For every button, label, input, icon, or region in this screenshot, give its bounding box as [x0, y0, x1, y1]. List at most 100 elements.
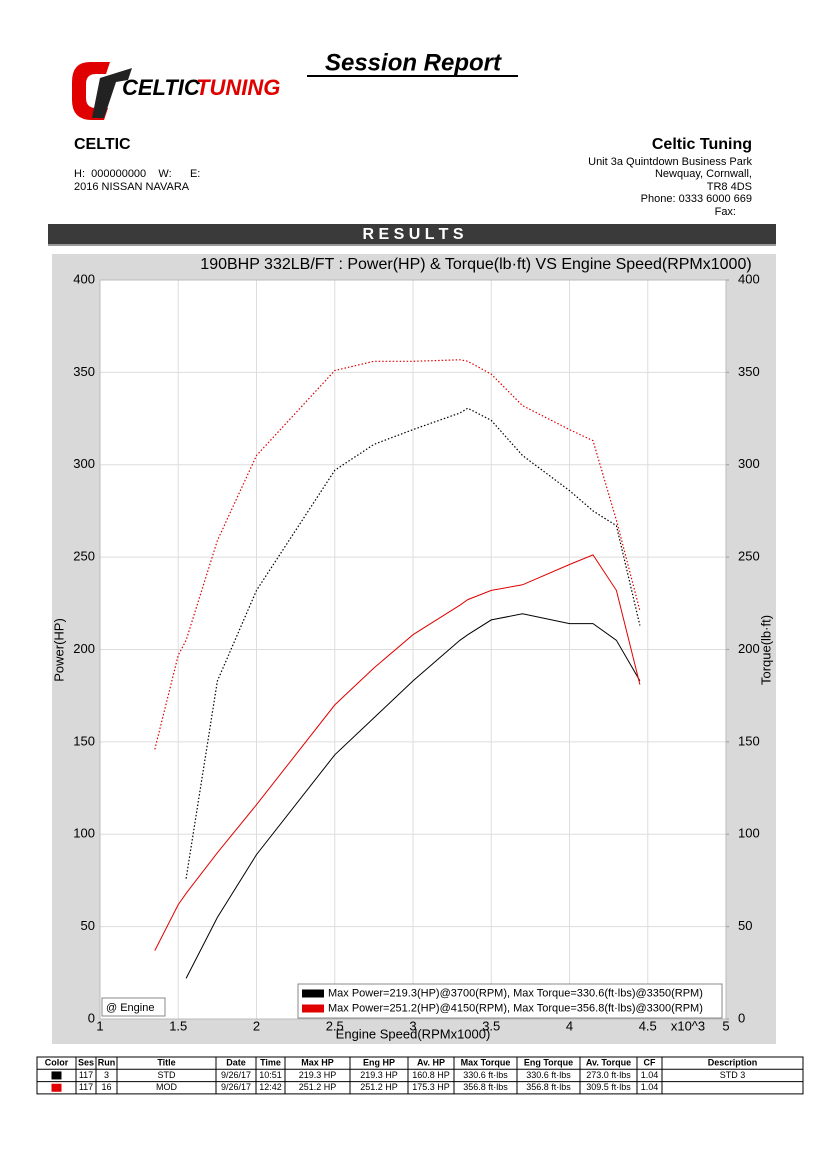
table-cell: 12:42 — [259, 1082, 282, 1092]
table-header: Eng HP — [363, 1058, 395, 1068]
x-tick-label: 5 — [722, 1018, 729, 1033]
table-header: Title — [157, 1058, 175, 1068]
legend-swatch — [302, 1004, 324, 1013]
results-table: Color Ses Run Title Date Time Max HP Eng HP Av. … — [36, 1056, 804, 1095]
table-header: Color — [45, 1058, 69, 1068]
table-cell: 10:51 — [259, 1070, 282, 1080]
table-header: Eng Torque — [524, 1058, 573, 1068]
table-cell: 117 — [79, 1082, 93, 1092]
y-tick-label: 250 — [73, 549, 95, 564]
table-cell: 9/26/17 — [221, 1082, 251, 1092]
x-tick-label: 1 — [96, 1018, 103, 1033]
annotation: @ Engine — [106, 1002, 154, 1014]
table-border — [36, 1056, 804, 1095]
table-cell: 251.2 HP — [360, 1082, 398, 1092]
x-tick-label: 3 — [409, 1018, 416, 1033]
color-swatch — [51, 1083, 62, 1092]
company-address: TR8 4DS — [707, 181, 752, 193]
plot-border — [99, 279, 727, 1020]
company-address: Newquay, Cornwall, — [655, 168, 752, 180]
y2-tick-label: 150 — [738, 733, 760, 748]
table-cell: STD 3 — [720, 1070, 746, 1080]
table-cell: 117 — [79, 1070, 93, 1080]
y2-tick-label: 100 — [738, 826, 760, 841]
y-tick-label: 200 — [73, 641, 95, 656]
plot: 1 1.5 2 2.5 3 3.5 4 4.5 505010015020025030035040… — [73, 271, 759, 1033]
x-multiplier: x10^3 — [671, 1018, 705, 1033]
table-header: Time — [260, 1058, 281, 1068]
table-cell: 309.5 ft·lbs — [586, 1082, 631, 1092]
x-tick-label: 2 — [253, 1018, 260, 1033]
y-tick-label: 400 — [73, 271, 95, 286]
table-header: Max HP — [301, 1058, 334, 1068]
y-tick-label: 0 — [88, 1010, 95, 1025]
table-cell: STD — [158, 1070, 177, 1080]
y2-tick-label: 200 — [738, 641, 760, 656]
table-cell: 160.8 HP — [412, 1070, 450, 1080]
table-cell: 1.04 — [641, 1082, 659, 1092]
x-tick-label: 4 — [566, 1018, 573, 1033]
y2-tick-label: 400 — [738, 271, 760, 286]
logo-mark — [92, 68, 132, 118]
legend: Max Power=219.3(HP)@3700(RPM), Max Torqu… — [297, 983, 723, 1019]
table-header: Max Torque — [461, 1058, 511, 1068]
table-header: Run — [98, 1058, 116, 1068]
x-tick-label: 4.5 — [639, 1018, 657, 1033]
y2-tick-label: 300 — [738, 456, 760, 471]
y2-tick-label: 350 — [738, 364, 760, 379]
customer-name: CELTIC — [74, 136, 131, 153]
series-line — [154, 554, 641, 951]
x-tick-label: 3.5 — [482, 1018, 500, 1033]
company-fax: Fax: — [715, 206, 736, 218]
y-tick-label: 300 — [73, 456, 95, 471]
logo-mark — [72, 62, 110, 120]
logo-text: TUNING — [196, 75, 280, 100]
y-tick-label: 100 — [73, 826, 95, 841]
table-cell: 16 — [101, 1082, 111, 1092]
legend-box — [297, 983, 723, 1019]
customer-vehicle: 2016 NISSAN NAVARA — [74, 181, 190, 193]
section-title: R E S U L T S — [362, 226, 463, 243]
legend-label: Max Power=251.2(HP)@4150(RPM), Max Torqu… — [328, 1002, 703, 1014]
y2-tick-label: 0 — [738, 1010, 745, 1025]
table-header: Ses — [78, 1058, 94, 1068]
table-cell: 330.6 ft·lbs — [463, 1070, 508, 1080]
legend-swatch — [302, 989, 324, 998]
report-title: Session Report — [325, 49, 502, 76]
table-cell: 175.3 HP — [412, 1082, 450, 1092]
table-cell: 9/26/17 — [221, 1070, 251, 1080]
table-cell: 356.8 ft·lbs — [463, 1082, 508, 1092]
legend-label: Max Power=219.3(HP)@3700(RPM), Max Torqu… — [328, 987, 703, 999]
table-cell: 1.04 — [641, 1070, 659, 1080]
table-cell: MOD — [156, 1082, 177, 1092]
y-axis-label: Power(HP) — [51, 618, 66, 682]
table-header: Date — [226, 1058, 246, 1068]
table-header: CF — [644, 1058, 656, 1068]
table-header: Av. Torque — [586, 1058, 631, 1068]
company-phone: Phone: 0333 6000 669 — [641, 193, 752, 205]
table-header: Av. HP — [417, 1058, 445, 1068]
table-cell: 273.0 ft·lbs — [586, 1070, 631, 1080]
logo-text: CELTIC — [122, 75, 201, 100]
table-cell: 219.3 HP — [299, 1070, 337, 1080]
y2-tick-label: 50 — [738, 918, 752, 933]
y-tick-label: 150 — [73, 733, 95, 748]
y2-axis-label: Torque(lb·ft) — [758, 615, 773, 685]
x-axis-label: Engine Speed(RPMx1000) — [336, 1026, 491, 1041]
section-banner — [48, 224, 776, 244]
customer-contact: H: 000000000 W: E: — [74, 168, 200, 180]
table-header: Description — [708, 1058, 758, 1068]
x-tick-label: 1.5 — [169, 1018, 187, 1033]
logo: CELTIC TUNING — [72, 62, 280, 120]
y-tick-label: 350 — [73, 364, 95, 379]
series-line — [185, 407, 641, 879]
company-name: Celtic Tuning — [652, 136, 752, 153]
table-cell: 3 — [104, 1070, 109, 1080]
chart-title: 190BHP 332LB/FT : Power(HP) & Torque(lb·… — [200, 256, 751, 273]
table-cell: 251.2 HP — [299, 1082, 337, 1092]
color-swatch — [51, 1071, 62, 1080]
y-tick-label: 50 — [81, 918, 95, 933]
company-address: Unit 3a Quintdown Business Park — [588, 156, 752, 168]
